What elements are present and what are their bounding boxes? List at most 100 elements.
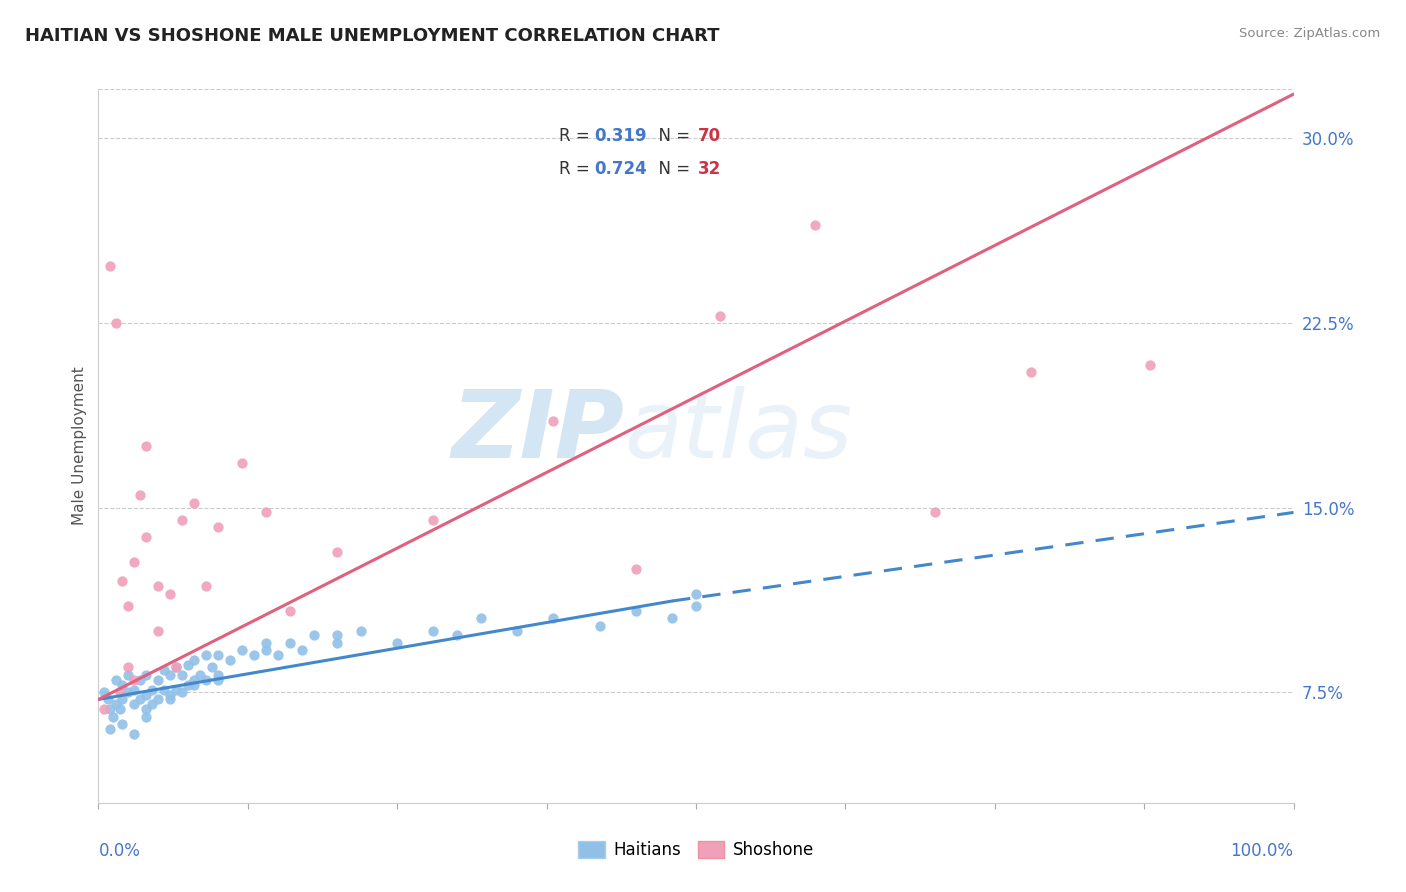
- Point: [326, 628, 349, 642]
- Point: [804, 218, 827, 232]
- Legend: Haitians, Shoshone: Haitians, Shoshone: [571, 834, 821, 866]
- Point: [148, 692, 170, 706]
- Point: [159, 688, 181, 702]
- Text: ZIP: ZIP: [451, 385, 624, 478]
- Point: [183, 678, 205, 692]
- Point: [183, 673, 205, 687]
- Point: [135, 530, 157, 544]
- Point: [231, 643, 253, 657]
- Text: N =: N =: [648, 161, 696, 178]
- Point: [1019, 365, 1042, 379]
- Point: [117, 599, 139, 613]
- Point: [124, 698, 146, 712]
- Point: [165, 660, 187, 674]
- Point: [165, 660, 187, 674]
- Point: [129, 673, 152, 687]
- Point: [1139, 358, 1161, 372]
- Point: [165, 682, 187, 697]
- Point: [207, 668, 229, 682]
- Text: 100.0%: 100.0%: [1230, 842, 1294, 860]
- Point: [129, 488, 152, 502]
- Point: [661, 611, 683, 625]
- Point: [195, 579, 218, 593]
- Point: [254, 643, 277, 657]
- Point: [108, 685, 131, 699]
- Point: [326, 636, 349, 650]
- Point: [117, 660, 139, 674]
- Text: 32: 32: [699, 161, 721, 178]
- Point: [153, 682, 176, 697]
- Point: [541, 611, 564, 625]
- Point: [111, 678, 134, 692]
- Point: [470, 611, 492, 625]
- Point: [254, 505, 277, 519]
- Point: [685, 599, 707, 613]
- Point: [219, 653, 242, 667]
- Point: [207, 648, 229, 662]
- Point: [626, 562, 648, 576]
- Point: [183, 653, 205, 667]
- Text: 70: 70: [699, 127, 721, 145]
- Point: [254, 636, 277, 650]
- Text: 0.0%: 0.0%: [98, 842, 141, 860]
- Text: R =: R =: [558, 127, 595, 145]
- Point: [135, 709, 157, 723]
- Point: [93, 685, 115, 699]
- Point: [446, 628, 468, 642]
- Point: [105, 698, 128, 712]
- Point: [124, 727, 146, 741]
- Text: R =: R =: [558, 161, 595, 178]
- Point: [124, 682, 146, 697]
- Point: [98, 722, 122, 736]
- Point: [302, 628, 325, 642]
- Point: [626, 604, 648, 618]
- Point: [201, 660, 224, 674]
- Point: [278, 604, 301, 618]
- Point: [135, 439, 157, 453]
- Point: [105, 316, 128, 330]
- Point: [177, 658, 200, 673]
- Point: [188, 668, 211, 682]
- Point: [326, 545, 349, 559]
- Point: [98, 702, 122, 716]
- Point: [97, 692, 120, 706]
- Point: [159, 587, 181, 601]
- Point: [124, 555, 146, 569]
- Point: [98, 260, 122, 274]
- Point: [159, 692, 181, 706]
- Point: [278, 636, 301, 650]
- Point: [101, 709, 124, 723]
- Point: [267, 648, 290, 662]
- Point: [141, 682, 163, 697]
- Y-axis label: Male Unemployment: Male Unemployment: [72, 367, 87, 525]
- Point: [148, 579, 170, 593]
- Text: HAITIAN VS SHOSHONE MALE UNEMPLOYMENT CORRELATION CHART: HAITIAN VS SHOSHONE MALE UNEMPLOYMENT CO…: [25, 27, 720, 45]
- Point: [685, 587, 707, 601]
- Point: [135, 668, 157, 682]
- Point: [195, 648, 218, 662]
- Point: [108, 702, 131, 716]
- Point: [172, 685, 194, 699]
- Point: [177, 678, 200, 692]
- Point: [153, 663, 176, 677]
- Text: Source: ZipAtlas.com: Source: ZipAtlas.com: [1240, 27, 1381, 40]
- Point: [159, 668, 181, 682]
- Point: [589, 618, 612, 632]
- Point: [117, 668, 139, 682]
- Point: [93, 702, 115, 716]
- Point: [172, 513, 194, 527]
- Point: [105, 673, 128, 687]
- Point: [148, 624, 170, 638]
- Text: 0.724: 0.724: [595, 161, 647, 178]
- Point: [243, 648, 266, 662]
- Point: [350, 624, 373, 638]
- Point: [924, 505, 946, 519]
- Point: [148, 673, 170, 687]
- Point: [172, 668, 194, 682]
- Point: [541, 414, 564, 428]
- Point: [111, 717, 134, 731]
- Point: [207, 520, 229, 534]
- Point: [709, 309, 731, 323]
- Point: [207, 673, 229, 687]
- Point: [111, 692, 134, 706]
